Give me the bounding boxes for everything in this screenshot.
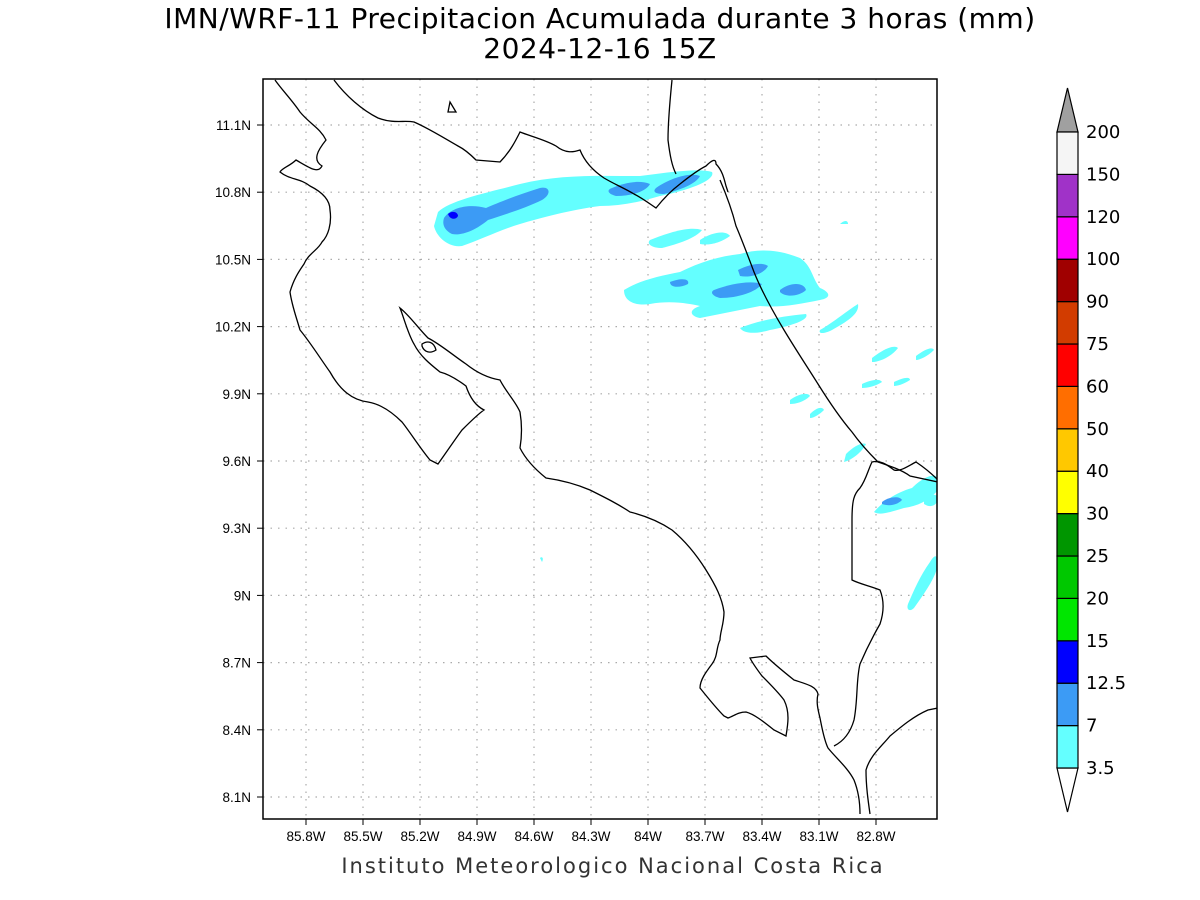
precip-cell-light: [924, 494, 937, 507]
precip-cell-light: [624, 250, 829, 318]
colorbar-swatch: [1056, 428, 1079, 472]
lat-tick-label: 10.2N: [215, 320, 251, 335]
precip-cell-light: [648, 228, 702, 248]
colorbar-swatch: [1056, 682, 1079, 727]
colorbar-swatch: [1056, 385, 1079, 430]
precip-cell-moderate: [670, 279, 689, 287]
lat-tick-label: 11.1N: [216, 118, 251, 133]
footer-credit: Instituto Meteorologico Nacional Costa R…: [341, 854, 885, 878]
colorbar-swatch: [1056, 301, 1079, 345]
colorbar-swatch: [1056, 216, 1079, 260]
precip-cell-light: [894, 377, 910, 386]
coastline-island-gulf: [421, 341, 437, 353]
colorbar-label: 150: [1086, 164, 1120, 185]
coastline-north-nicaragua: [274, 79, 861, 815]
coastline-caribbean-north: [667, 79, 677, 175]
precip-cell-light: [862, 379, 882, 388]
coastline-lake-nicaragua: [333, 79, 729, 209]
colorbar-swatch: [1056, 343, 1079, 388]
colorbar-label: 30: [1086, 504, 1109, 525]
colorbar-over-arrow: [1056, 87, 1079, 133]
latitude-axis: 11.1N 10.8N 10.5N 10.2N 9.9N 9.6N 9.3N 9N 8.7N 8.…: [215, 118, 263, 805]
precip-cell-light: [819, 304, 859, 333]
lat-tick-label: 8.7N: [222, 656, 251, 671]
colorbar-swatch: [1056, 258, 1079, 303]
longitude-axis: 85.8W 85.5W 85.2W 84.9W 84.6W 84.3W 84W 83.7W 83…: [286, 819, 896, 844]
coastlines-and-borders: [274, 79, 937, 815]
lat-tick-label: 8.1N: [222, 790, 251, 805]
lat-tick-label: 9.9N: [222, 387, 251, 402]
lat-tick-label: 9N: [234, 588, 251, 603]
map-subtitle-datetime: 2024-12-16 15Z: [483, 32, 717, 65]
colorbar-label: 3.5: [1086, 758, 1115, 779]
precip-cell-light: [740, 314, 807, 333]
colorbar-label: 12.5: [1086, 673, 1126, 694]
precip-cell-moderate: [712, 282, 762, 298]
lon-tick-label: 85.5W: [343, 829, 382, 844]
lon-tick-label: 84.3W: [571, 829, 610, 844]
precip-cell-moderate: [780, 284, 806, 296]
lon-tick-label: 85.8W: [286, 829, 325, 844]
precip-cell-light: [810, 407, 824, 418]
lat-tick-label: 10.5N: [215, 252, 251, 267]
coastline-south-tip: [865, 707, 937, 815]
coastline-island-lake: [447, 100, 458, 113]
precip-cell-heavy: [448, 211, 458, 219]
precip-cell-light: [700, 232, 730, 245]
lon-tick-label: 82.8W: [856, 829, 895, 844]
colorbar-swatch: [1056, 173, 1079, 218]
lon-tick-label: 83.7W: [685, 829, 724, 844]
colorbar-swatch: [1056, 597, 1079, 642]
colorbar-label: 15: [1086, 631, 1109, 652]
lon-tick-label: 84.9W: [457, 829, 496, 844]
colorbar-label: 90: [1086, 292, 1109, 313]
precip-cell-light: [790, 393, 810, 404]
border-costa-rica-panama: [833, 460, 937, 747]
colorbar-swatch: [1056, 131, 1079, 176]
colorbar-swatch: [1056, 724, 1079, 769]
precip-cell-moderate: [443, 187, 549, 235]
lat-tick-label: 10.8N: [215, 185, 251, 200]
precip-cell-light: [874, 475, 937, 514]
colorbar-label: 200: [1086, 122, 1120, 143]
colorbar-label: 120: [1086, 207, 1120, 228]
lon-tick-label: 83.4W: [742, 829, 781, 844]
lon-tick-label: 84.6W: [514, 829, 553, 844]
lat-tick-label: 9.3N: [222, 521, 251, 536]
precip-cell-light: [840, 221, 848, 224]
colorbar-under-arrow: [1056, 767, 1079, 813]
colorbar-label: 75: [1086, 334, 1109, 355]
colorbar-label: 25: [1086, 546, 1109, 567]
colorbar-label: 50: [1086, 419, 1109, 440]
precip-cell-light: [540, 557, 543, 562]
map-frame: [262, 78, 938, 820]
colorbar-swatch: [1056, 512, 1079, 557]
precipitation-fields: [434, 170, 937, 611]
precip-cell-light: [916, 348, 934, 360]
lon-tick-label: 83.1W: [799, 829, 838, 844]
colorbar-swatch: [1056, 470, 1079, 515]
map-title: IMN/WRF-11 Precipitacion Acumulada duran…: [164, 2, 1036, 35]
lat-tick-label: 8.4N: [222, 723, 251, 738]
colorbar-label: 100: [1086, 249, 1120, 270]
lon-tick-label: 84W: [634, 829, 662, 844]
colorbar-swatch: [1056, 555, 1079, 600]
colorbar-label: 60: [1086, 376, 1109, 397]
precip-cell-moderate: [654, 174, 700, 194]
colorbar: 3.5 7 12.5 15 20 25 30 40 50 60 75 90 100 120 150 200: [1056, 87, 1126, 813]
precip-cell-moderate: [882, 497, 902, 506]
colorbar-label: 7: [1086, 716, 1097, 737]
precip-cell-light: [872, 346, 898, 362]
colorbar-label: 40: [1086, 461, 1109, 482]
precip-cell-light: [907, 556, 937, 611]
lon-tick-label: 85.2W: [400, 829, 439, 844]
precip-cell-light: [844, 443, 866, 462]
lat-tick-label: 9.6N: [222, 454, 251, 469]
colorbar-swatch: [1056, 640, 1079, 684]
colorbar-label: 20: [1086, 588, 1109, 609]
